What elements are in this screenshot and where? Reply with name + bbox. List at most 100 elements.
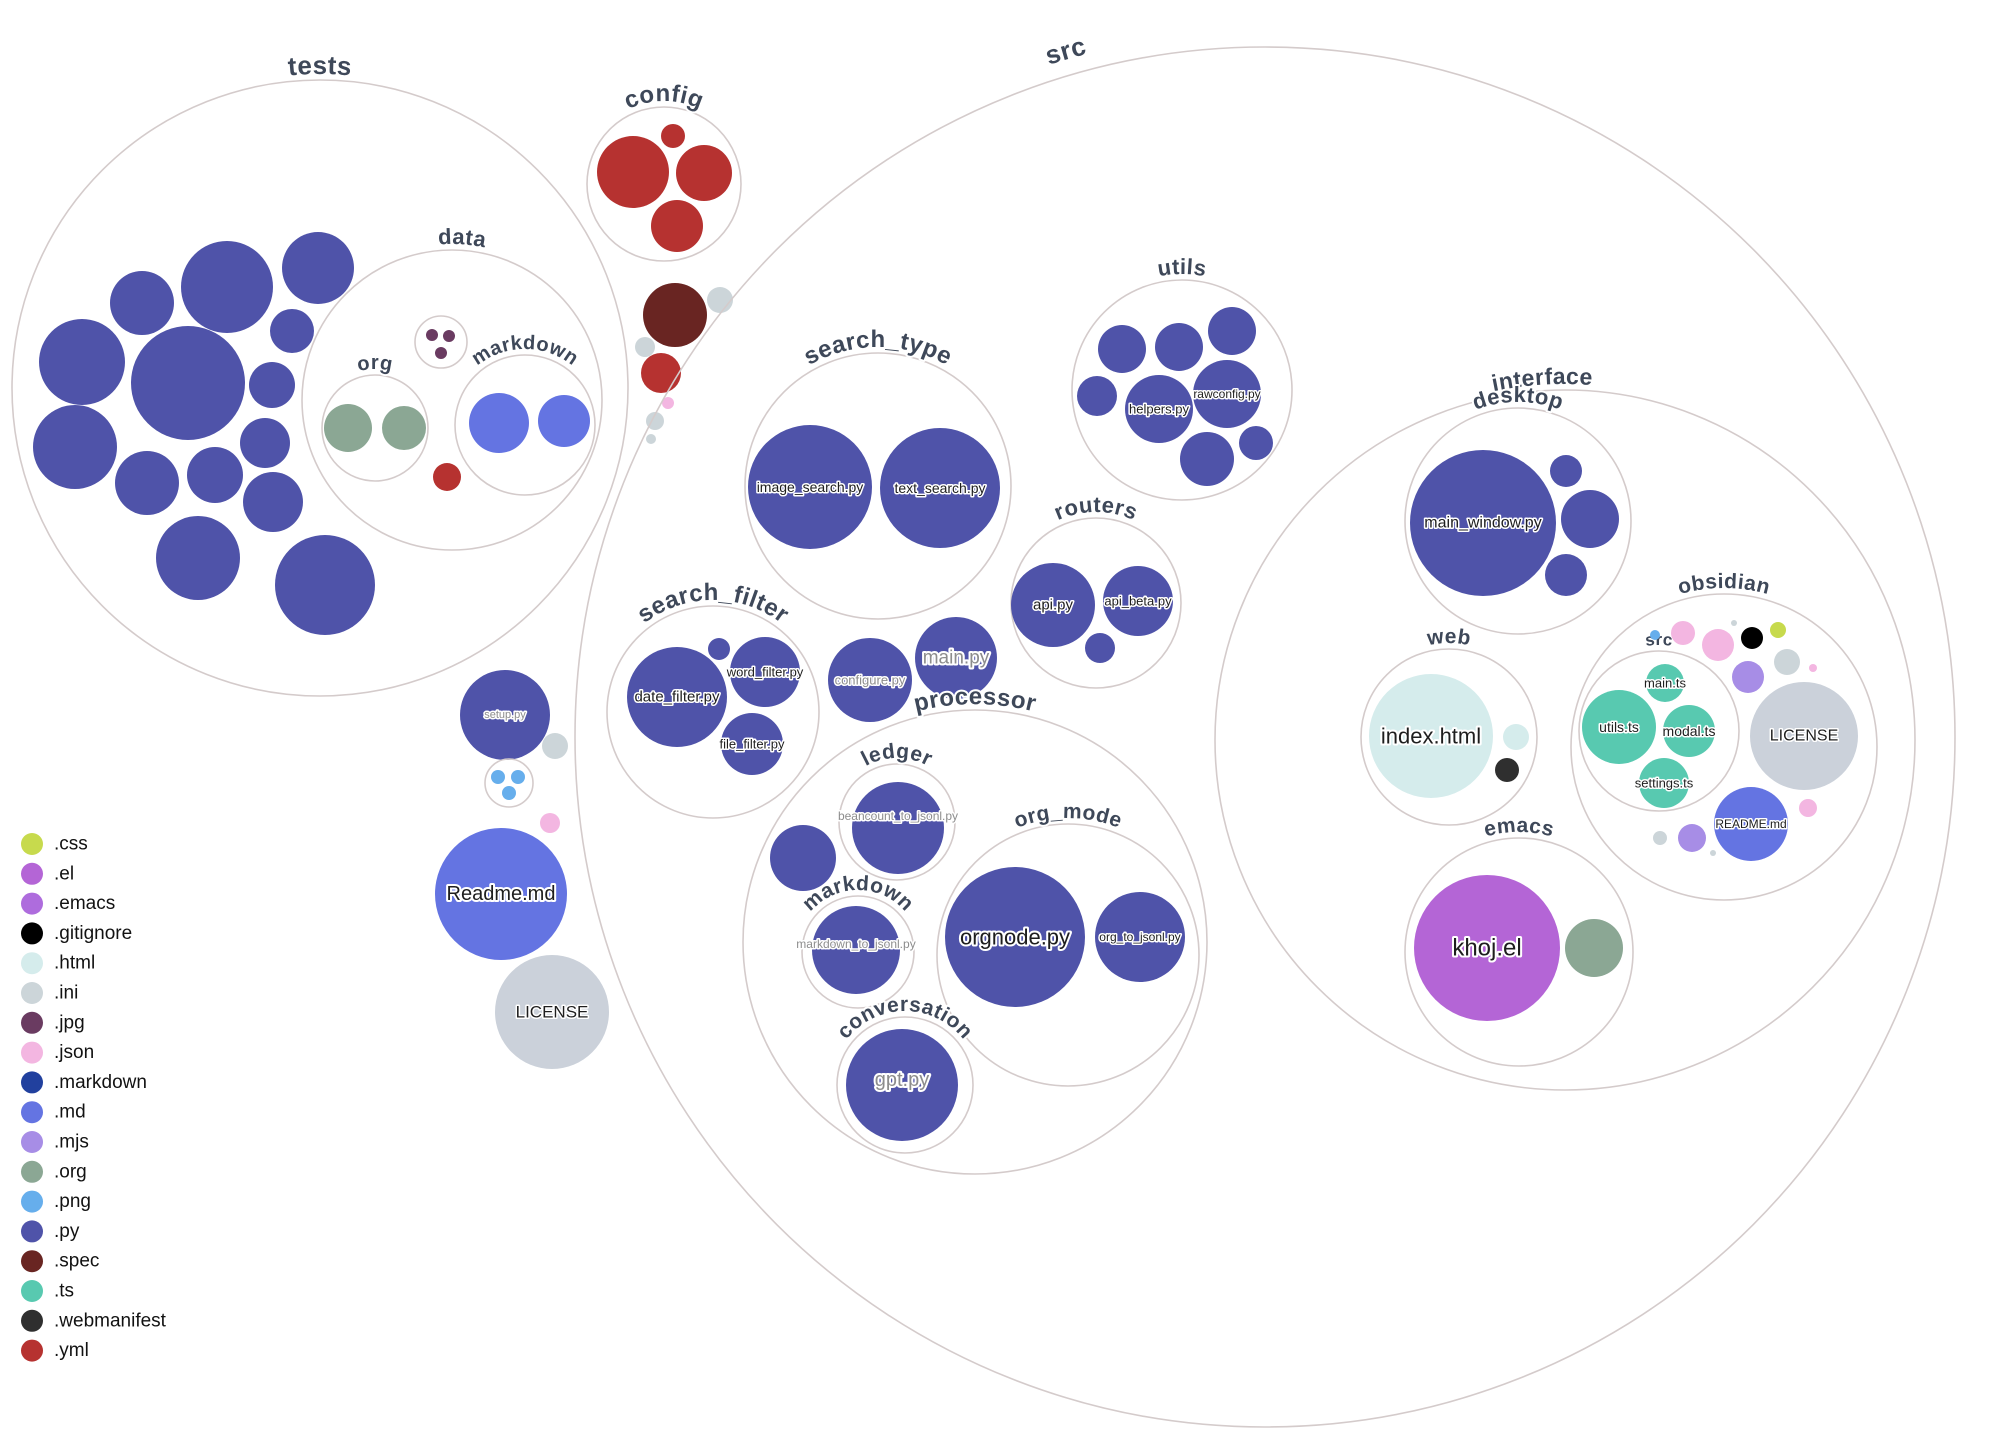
file-circle-orgnode-py[interactable] xyxy=(945,867,1085,1007)
file-circle-py[interactable] xyxy=(770,825,836,891)
file-circle-org[interactable] xyxy=(382,406,426,450)
file-circle-license[interactable] xyxy=(1750,682,1858,790)
file-circle-markdown-to-jsonl-py[interactable] xyxy=(812,906,900,994)
file-circle-spec[interactable] xyxy=(643,283,707,347)
folder-circle-src[interactable] xyxy=(1578,650,1740,812)
file-circle-jpg[interactable] xyxy=(443,330,455,342)
file-circle-py[interactable] xyxy=(1550,455,1582,487)
file-circle-py[interactable] xyxy=(131,326,245,440)
folder-circle-markdown[interactable] xyxy=(454,354,596,496)
file-circle-utils-ts[interactable] xyxy=(1582,690,1656,764)
folder-circle-data[interactable] xyxy=(301,249,603,551)
file-circle-text-search-py[interactable] xyxy=(880,428,1000,548)
folder-circle-src[interactable] xyxy=(574,46,1956,1428)
file-circle-yml[interactable] xyxy=(597,136,669,208)
file-circle-settings-ts[interactable] xyxy=(1639,758,1689,808)
file-circle-png[interactable] xyxy=(1650,630,1660,640)
file-circle-py[interactable] xyxy=(1085,633,1115,663)
file-circle-api-beta-py[interactable] xyxy=(1103,566,1173,636)
file-circle-py[interactable] xyxy=(708,638,730,660)
file-circle-py[interactable] xyxy=(243,472,303,532)
file-circle-yml[interactable] xyxy=(661,124,685,148)
folder-circle-search-filter[interactable] xyxy=(606,605,820,819)
file-circle-png[interactable] xyxy=(491,770,505,784)
file-circle-py[interactable] xyxy=(1180,432,1234,486)
file-circle-ini[interactable] xyxy=(1653,831,1667,845)
file-circle-py[interactable] xyxy=(110,271,174,335)
file-circle-yml[interactable] xyxy=(651,200,703,252)
file-circle-json[interactable] xyxy=(540,813,560,833)
folder-circle-utils[interactable] xyxy=(1071,279,1293,501)
file-circle-py[interactable] xyxy=(249,362,295,408)
file-circle-py[interactable] xyxy=(39,319,125,405)
file-circle-ini[interactable] xyxy=(646,434,656,444)
file-circle-readme-md[interactable] xyxy=(1714,787,1788,861)
file-circle-ini[interactable] xyxy=(1774,649,1800,675)
file-circle-main-ts[interactable] xyxy=(1646,664,1684,702)
file-circle-py[interactable] xyxy=(33,405,117,489)
file-circle-json[interactable] xyxy=(1799,799,1817,817)
file-circle-readme-md[interactable] xyxy=(435,828,567,960)
folder-circle-emacs[interactable] xyxy=(1404,837,1634,1067)
file-circle-json[interactable] xyxy=(1809,664,1817,672)
file-circle-png[interactable] xyxy=(511,770,525,784)
file-circle-json[interactable] xyxy=(662,397,674,409)
file-circle-beancount-to-jsonl-py[interactable] xyxy=(852,782,944,874)
file-circle-py[interactable] xyxy=(275,535,375,635)
file-circle-mjs[interactable] xyxy=(1678,824,1706,852)
file-circle-py[interactable] xyxy=(115,451,179,515)
file-circle-md[interactable] xyxy=(469,393,529,453)
file-circle-yml[interactable] xyxy=(433,463,461,491)
file-circle-mjs[interactable] xyxy=(1732,661,1764,693)
file-circle-ini[interactable] xyxy=(635,337,655,357)
file-circle-png[interactable] xyxy=(502,786,516,800)
file-circle-py[interactable] xyxy=(270,309,314,353)
file-circle-license[interactable] xyxy=(495,955,609,1069)
file-circle-modal-ts[interactable] xyxy=(1663,705,1715,757)
folder-circle-org[interactable] xyxy=(321,374,429,482)
file-circle-org[interactable] xyxy=(324,404,372,452)
file-circle-py[interactable] xyxy=(1077,376,1117,416)
folder-circle-desktop[interactable] xyxy=(1404,407,1632,635)
file-circle-py[interactable] xyxy=(1239,426,1273,460)
file-circle-py[interactable] xyxy=(1155,323,1203,371)
folder-circle-obsidian[interactable] xyxy=(1570,593,1878,901)
folder-circle-config[interactable] xyxy=(586,106,742,262)
file-circle-configure-py[interactable] xyxy=(828,638,912,722)
file-circle-py[interactable] xyxy=(282,232,354,304)
file-circle-helpers-py[interactable] xyxy=(1125,375,1193,443)
file-circle-file-filter-py[interactable] xyxy=(721,713,783,775)
file-circle-ini[interactable] xyxy=(646,412,664,430)
file-circle-json[interactable] xyxy=(1702,629,1734,661)
file-circle-image-search-py[interactable] xyxy=(748,425,872,549)
file-circle-ini[interactable] xyxy=(1710,850,1716,856)
file-circle-json[interactable] xyxy=(1671,621,1695,645)
file-circle-api-py[interactable] xyxy=(1011,563,1095,647)
file-circle-org-to-jsonl-py[interactable] xyxy=(1095,892,1185,982)
file-circle-date-filter-py[interactable] xyxy=(627,647,727,747)
folder-circle-jpg-folder[interactable] xyxy=(414,315,468,369)
file-circle-css[interactable] xyxy=(1770,622,1786,638)
folder-circle-ledger[interactable] xyxy=(838,763,956,881)
file-circle-jpg[interactable] xyxy=(426,329,438,341)
folder-circle-routers[interactable] xyxy=(1010,517,1182,689)
folder-circle-processor[interactable] xyxy=(742,709,1208,1175)
file-circle-py[interactable] xyxy=(1098,325,1146,373)
file-circle-py[interactable] xyxy=(1561,490,1619,548)
file-circle-khoj-el[interactable] xyxy=(1414,875,1560,1021)
file-circle-py[interactable] xyxy=(240,418,290,468)
file-circle-py[interactable] xyxy=(187,447,243,503)
file-circle-yml[interactable] xyxy=(641,353,681,393)
file-circle-ini[interactable] xyxy=(707,287,733,313)
file-circle-py[interactable] xyxy=(1545,554,1587,596)
file-circle-md[interactable] xyxy=(538,395,590,447)
file-circle-gitignore[interactable] xyxy=(1741,627,1763,649)
file-circle-jpg[interactable] xyxy=(435,347,447,359)
file-circle-org[interactable] xyxy=(1565,919,1623,977)
file-circle-py[interactable] xyxy=(1208,307,1256,355)
file-circle-main-window-py[interactable] xyxy=(1410,450,1556,596)
file-circle-ini[interactable] xyxy=(1731,620,1737,626)
file-circle-webmanifest[interactable] xyxy=(1495,758,1519,782)
file-circle-main-py[interactable] xyxy=(915,617,997,699)
folder-circle-interface[interactable] xyxy=(1214,389,1916,1091)
